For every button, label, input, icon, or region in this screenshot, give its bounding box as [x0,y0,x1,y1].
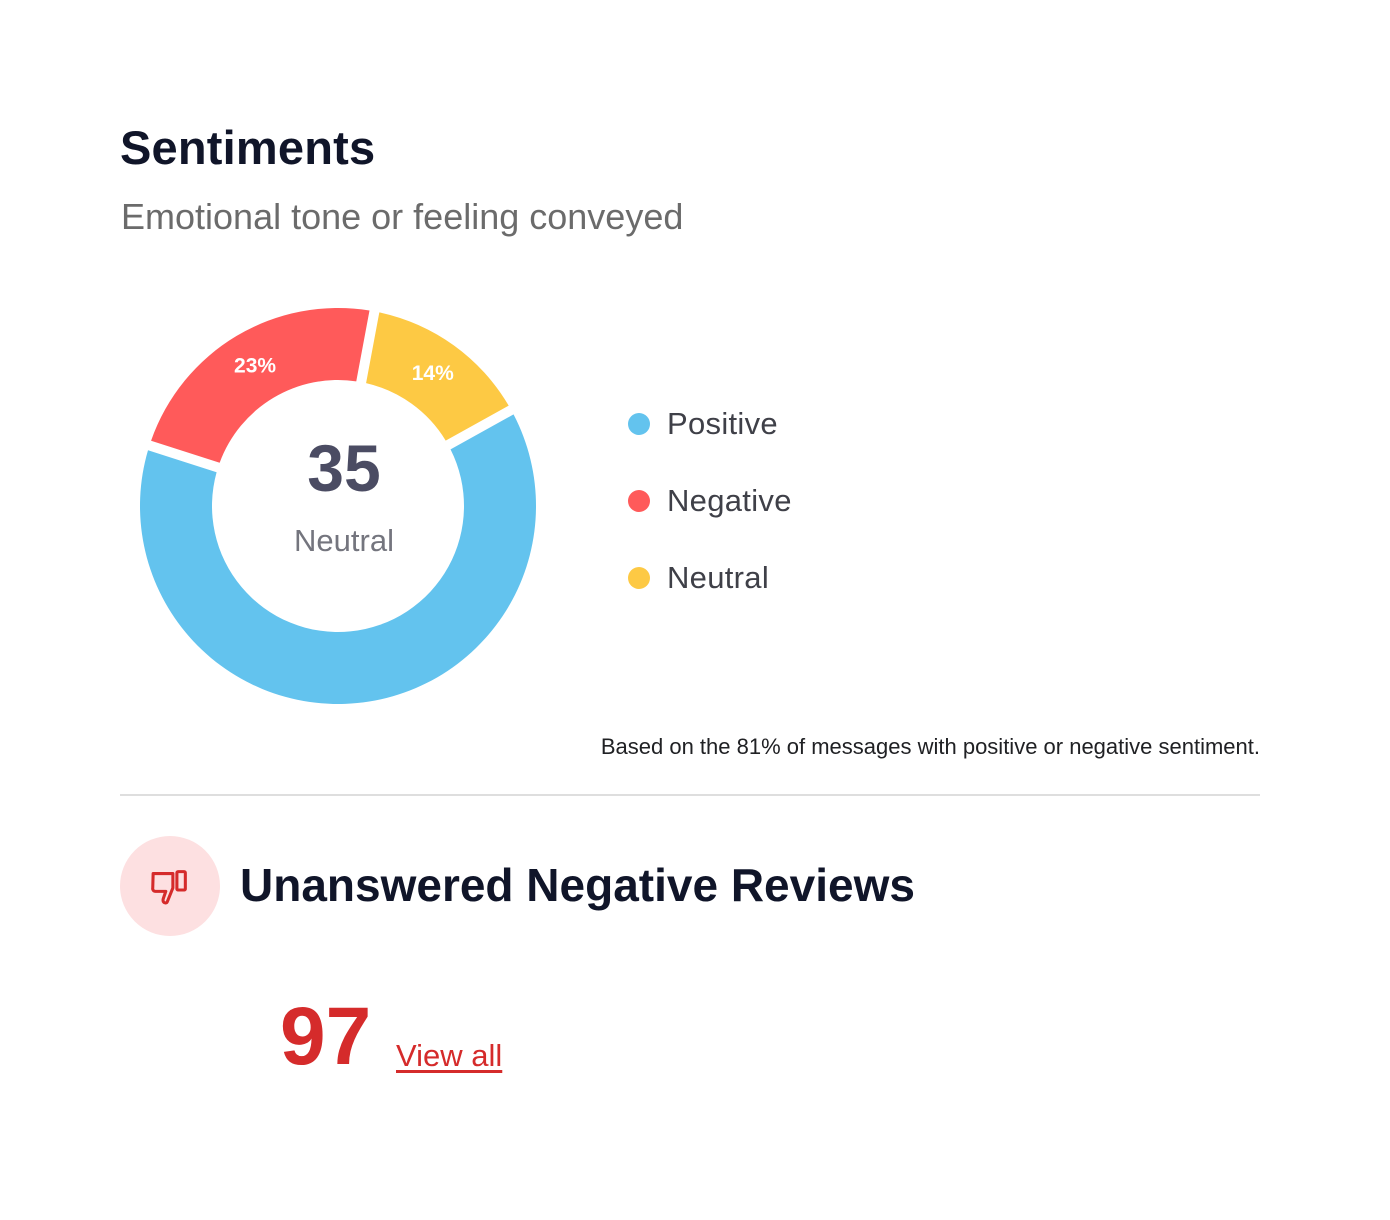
donut-slice-neutral[interactable] [366,312,509,441]
chart-legend: Positive Negative Neutral [628,404,792,635]
legend-label-positive: Positive [667,406,778,441]
legend-label-negative: Negative [667,483,792,518]
section-divider [120,794,1260,796]
legend-dot-neutral [628,567,650,589]
negative-reviews-count: 97 [280,991,372,1082]
view-all-link[interactable]: View all [396,1038,503,1073]
card-subtitle: Emotional tone or feeling conveyed [121,196,684,237]
legend-dot-positive [628,413,650,435]
chart-footnote: Based on the 81% of messages with positi… [600,734,1260,759]
donut-center-value: 35 [307,431,381,505]
negative-reviews-badge [120,836,220,936]
donut-label-negative: 23% [234,354,276,377]
donut-center-label: Neutral [294,523,394,558]
legend-dot-negative [628,490,650,512]
donut-slice-positive[interactable] [140,414,536,705]
negative-reviews-title: Unanswered Negative Reviews [240,859,915,911]
card-title: Sentiments [120,121,376,174]
donut-slice-negative[interactable] [151,308,370,463]
legend-item-negative: Negative [628,481,792,521]
donut-center: 35 Neutral [130,296,550,716]
sentiment-donut-chart: 63%23%14% 35 Neutral [130,296,550,716]
legend-item-positive: Positive [628,404,792,444]
donut-label-neutral: 14% [412,362,454,385]
thumbs-down-icon [151,870,187,905]
legend-label-neutral: Neutral [667,560,770,595]
donut-svg: 63%23%14% [140,308,536,705]
legend-item-neutral: Neutral [628,558,792,598]
